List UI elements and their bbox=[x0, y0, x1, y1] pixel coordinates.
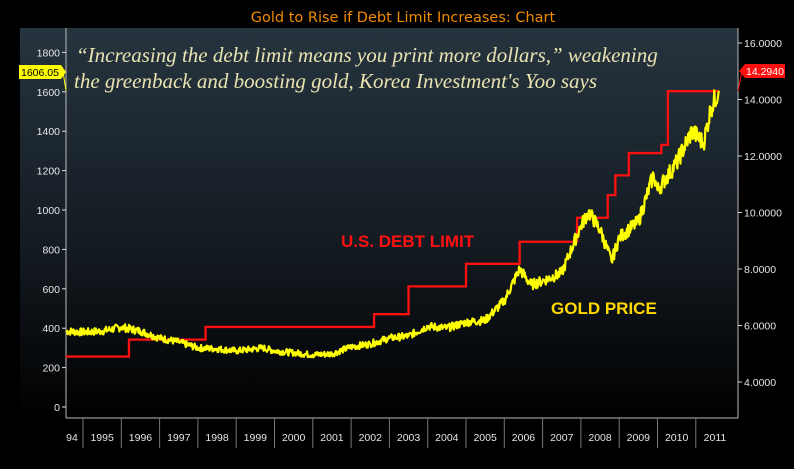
left-axis-tick-label: 400 bbox=[42, 323, 60, 335]
x-axis-tick-label: 2008 bbox=[588, 432, 612, 444]
debt-last-value-leader bbox=[737, 70, 743, 92]
right-axis-tick-label: 12.0000 bbox=[744, 151, 782, 163]
left-axis-tick-label: 200 bbox=[42, 363, 60, 375]
right-axis-tick-label: 6.0000 bbox=[744, 321, 776, 333]
right-axis-tick-label: 16.0000 bbox=[744, 38, 782, 50]
right-axis-tick-label: 14.0000 bbox=[744, 95, 782, 107]
left-axis-tick-label: 1200 bbox=[37, 166, 61, 178]
chart-title: Gold to Rise if Debt Limit Increases: Ch… bbox=[251, 10, 556, 26]
annotation-line-2: the greenback and boosting gold, Korea I… bbox=[74, 69, 597, 93]
right-axis-tick-label: 4.0000 bbox=[744, 377, 776, 389]
x-axis-tick-label: 2010 bbox=[665, 432, 689, 444]
x-axis-tick-label: 2002 bbox=[359, 432, 383, 444]
x-axis-tick-label: 2005 bbox=[473, 432, 497, 444]
x-axis-tick-label: 1999 bbox=[244, 432, 268, 444]
left-axis-tick-label: 1400 bbox=[37, 126, 61, 138]
debt-last-value-label: 14.2940 bbox=[746, 66, 784, 78]
x-axis-tick-label: 2007 bbox=[550, 432, 574, 444]
plot-background bbox=[20, 28, 738, 418]
left-axis-tick-label: 800 bbox=[42, 244, 60, 256]
left-axis-tick-label: 1600 bbox=[37, 87, 61, 99]
x-axis-tick-label: 94 bbox=[66, 432, 78, 444]
gold-last-value-tag bbox=[19, 65, 66, 79]
x-axis-tick-label: 1997 bbox=[167, 432, 191, 444]
debt-last-value-tag bbox=[739, 64, 785, 78]
x-axis-tick-label: 2011 bbox=[704, 432, 727, 444]
right-axis-tick-label: 10.0000 bbox=[744, 208, 782, 220]
right-axis-tick-label: 8.0000 bbox=[744, 264, 776, 276]
debt-limit-line bbox=[65, 90, 719, 358]
x-axis-tick-label: 2004 bbox=[435, 432, 459, 444]
left-axis-tick-label: 0 bbox=[54, 402, 60, 414]
x-axis-tick-label: 2009 bbox=[627, 432, 651, 444]
x-axis-tick-label: 2003 bbox=[397, 432, 421, 444]
debt-limit-label: U.S. DEBT LIMIT bbox=[341, 232, 475, 251]
x-axis-tick-label: 1995 bbox=[90, 432, 114, 444]
annotation-line-1: “Increasing the debt limit means you pri… bbox=[76, 43, 658, 67]
x-axis-tick-label: 2000 bbox=[282, 432, 306, 444]
gold-last-value-label: 1606.05 bbox=[21, 67, 59, 79]
left-axis-tick-label: 1000 bbox=[37, 205, 61, 217]
left-axis-tick-label: 1800 bbox=[37, 47, 61, 59]
x-axis-tick-label: 1996 bbox=[129, 432, 153, 444]
gold-price-line bbox=[65, 89, 720, 359]
x-axis-tick-label: 2006 bbox=[512, 432, 536, 444]
gold-price-label: GOLD PRICE bbox=[551, 299, 657, 318]
x-axis-tick-label: 1998 bbox=[205, 432, 229, 444]
left-axis-tick-label: 600 bbox=[42, 284, 60, 296]
x-axis-tick-label: 2001 bbox=[320, 432, 344, 444]
